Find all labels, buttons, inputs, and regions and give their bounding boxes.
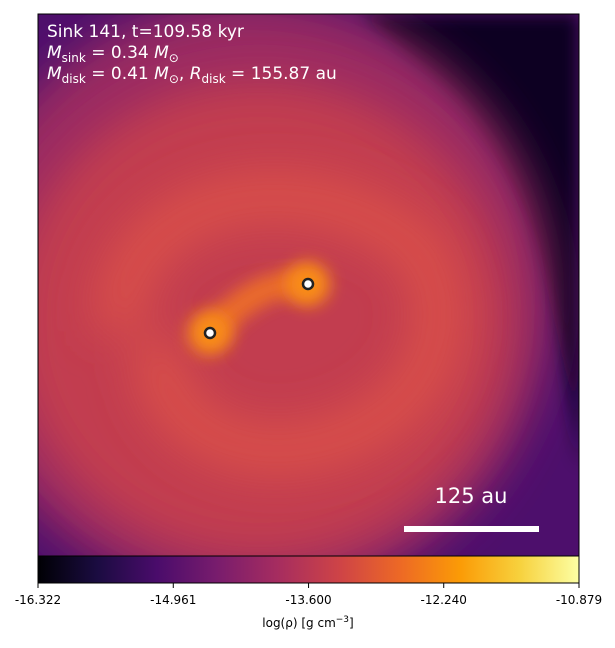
sink-marker (301, 277, 315, 291)
tick-label: -10.879 (556, 593, 602, 607)
scale-bar-label: 125 au (435, 484, 508, 508)
colorbar (37, 555, 580, 584)
header-line: Msink = 0.34 M⊙ (47, 43, 179, 65)
density-map (38, 14, 579, 556)
sink-marker (203, 326, 217, 340)
header-line: Mdisk = 0.41 M⊙, Rdisk = 155.87 au (47, 64, 337, 86)
colorbar-ticks: -16.322 -14.961 -13.600 -12.240 -10.879 (15, 583, 602, 607)
header-line: Sink 141, t=109.58 kyr (47, 22, 244, 42)
tick-label: -14.961 (150, 593, 196, 607)
tick-label: -13.600 (285, 593, 331, 607)
scale-bar (404, 526, 539, 532)
tick-label: -16.322 (15, 593, 61, 607)
tick-label: -12.240 (421, 593, 467, 607)
colorbar-label: log(ρ) [g cm−3] (262, 615, 353, 630)
